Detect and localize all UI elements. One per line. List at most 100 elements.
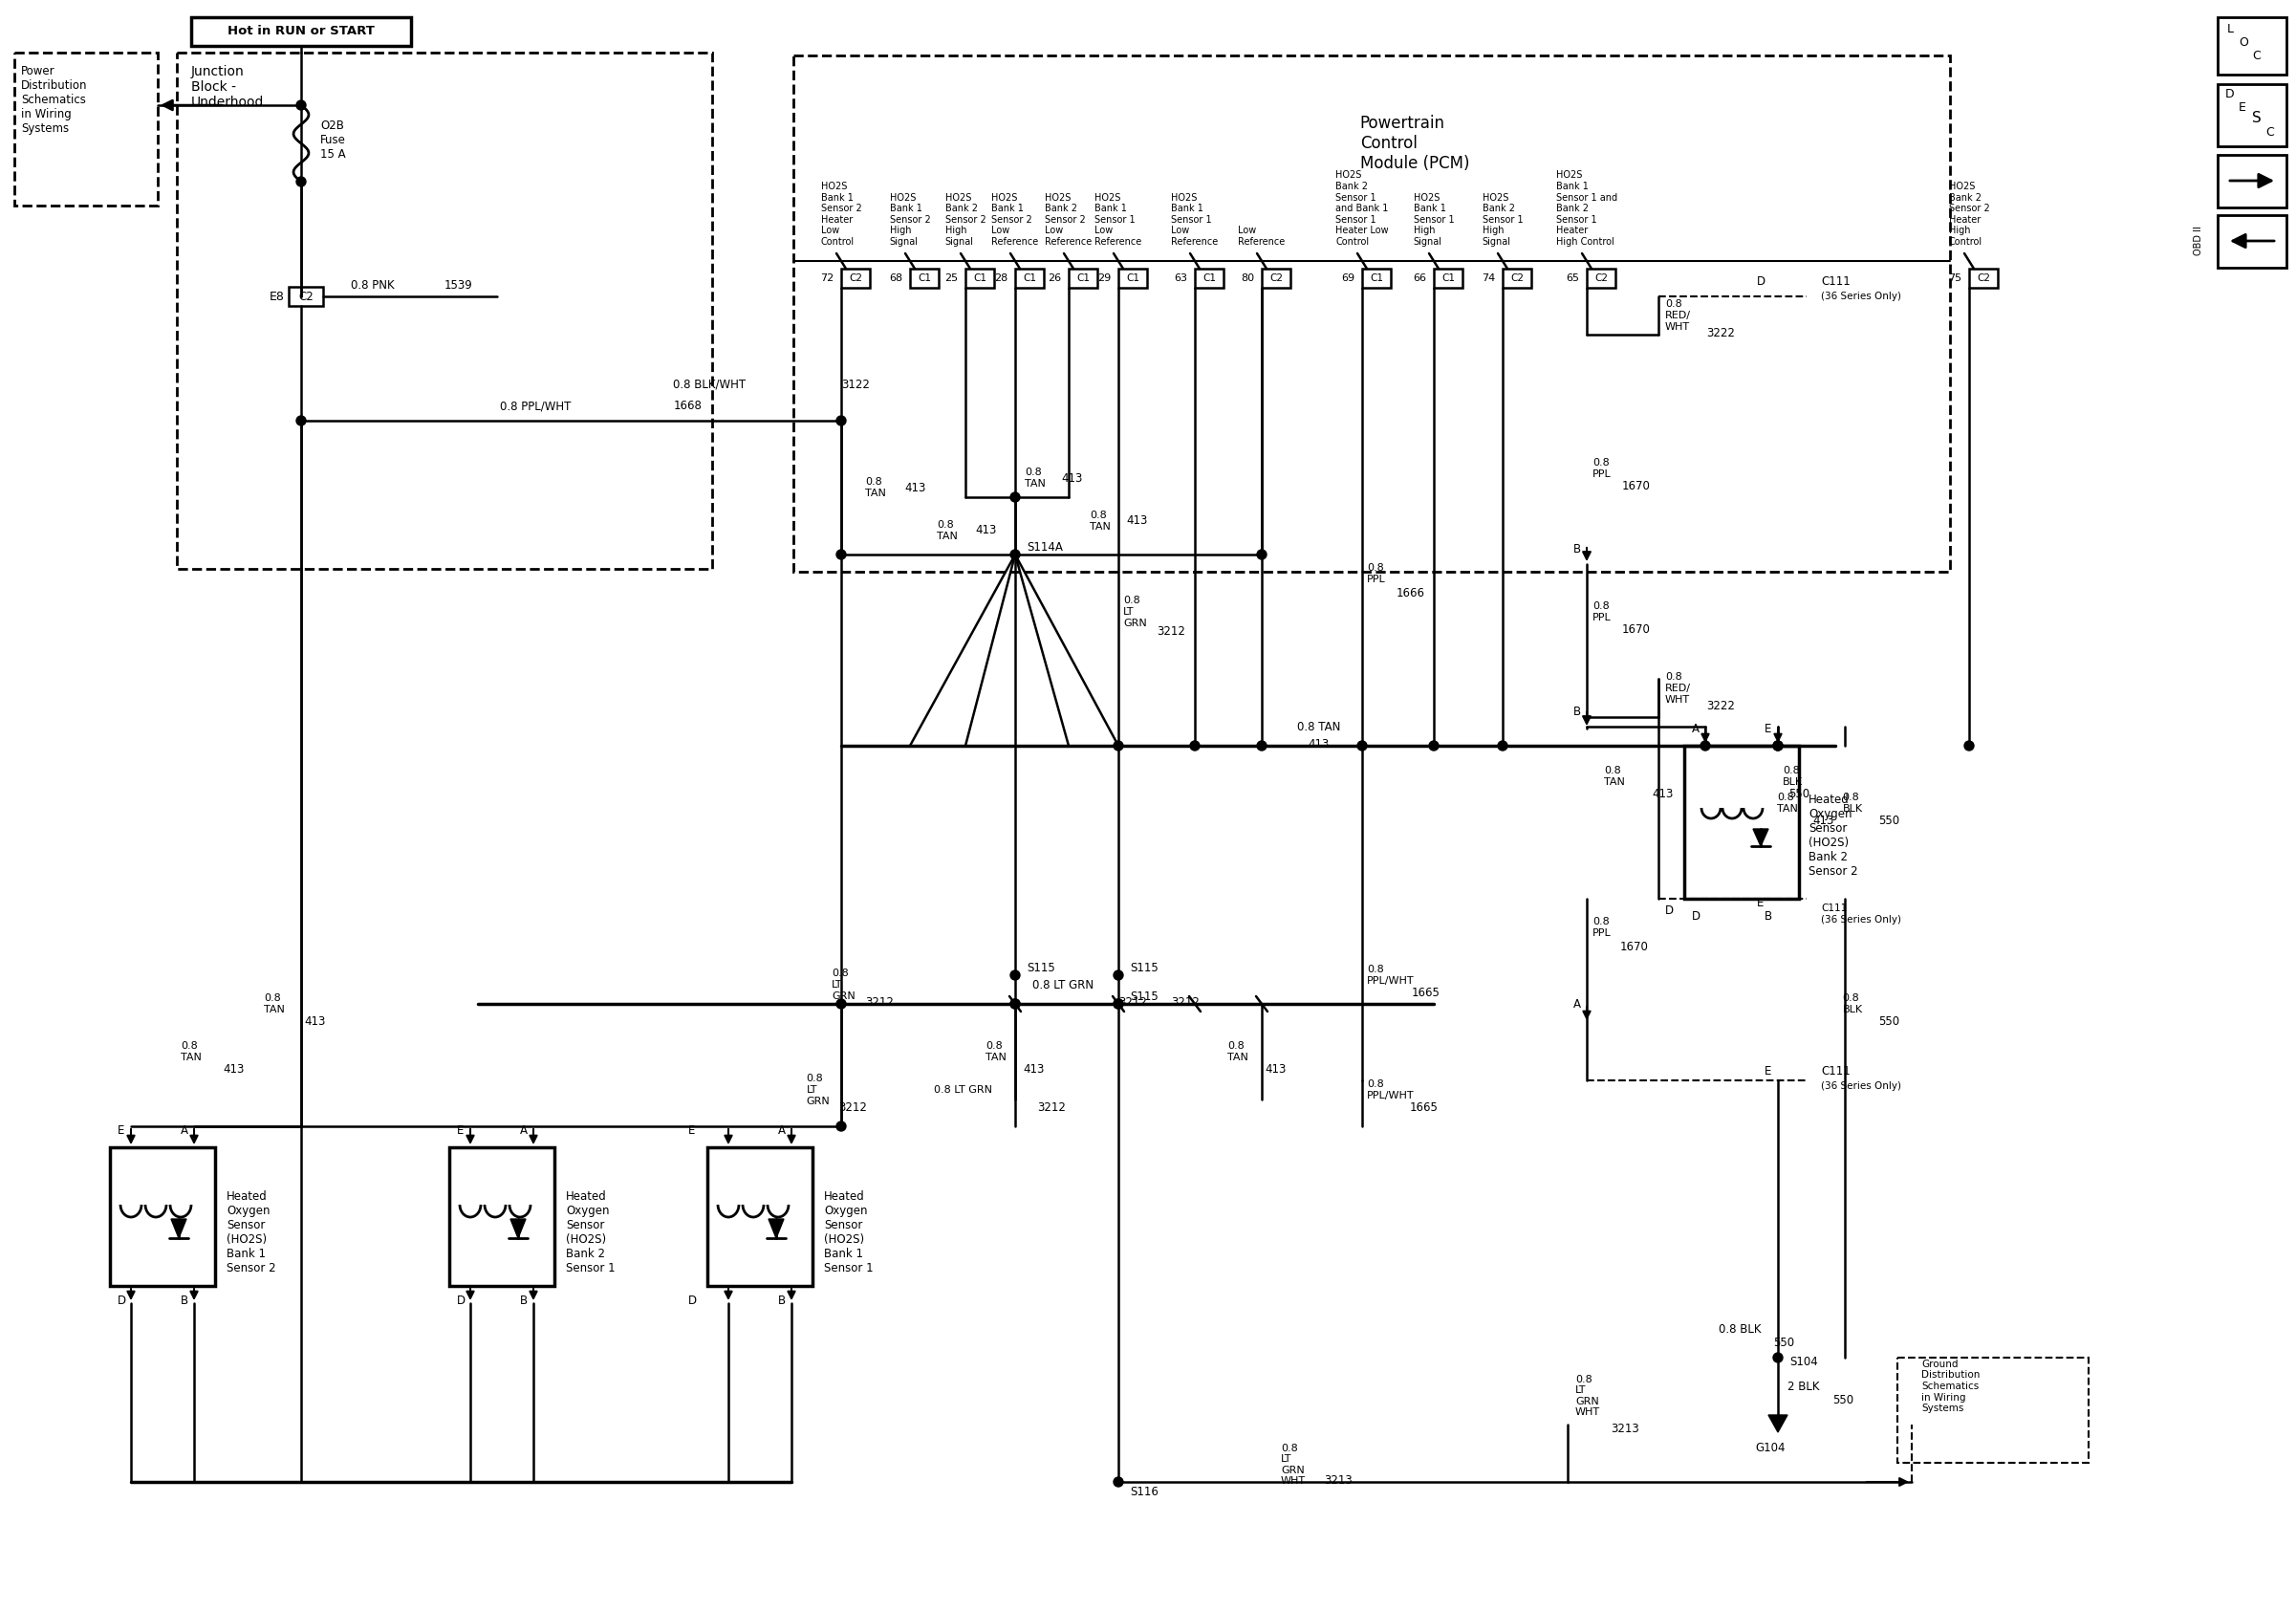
- Text: C2: C2: [1593, 274, 1607, 284]
- Bar: [1502, 269, 1531, 288]
- Text: 3213: 3213: [1612, 1423, 1639, 1435]
- Bar: [191, 18, 411, 45]
- Text: 550: 550: [1878, 1015, 1899, 1028]
- Bar: [707, 1147, 813, 1286]
- Text: 0.8
LT
GRN: 0.8 LT GRN: [806, 1075, 831, 1105]
- Text: (36 Series Only): (36 Series Only): [1821, 292, 1901, 301]
- Text: HO2S
Bank 1
Sensor 1
Low
Reference: HO2S Bank 1 Sensor 1 Low Reference: [1095, 193, 1141, 246]
- Circle shape: [1773, 1353, 1782, 1363]
- Text: C: C: [2252, 50, 2259, 61]
- Bar: [1970, 269, 1998, 288]
- Text: 0.8 PNK: 0.8 PNK: [351, 279, 395, 292]
- Text: C2: C2: [850, 274, 863, 284]
- Circle shape: [1010, 493, 1019, 503]
- Text: 3212: 3212: [866, 996, 893, 1008]
- Polygon shape: [769, 1220, 783, 1239]
- Text: 3122: 3122: [840, 379, 870, 390]
- Text: O: O: [2239, 35, 2248, 48]
- Text: 0.8 PPL/WHT: 0.8 PPL/WHT: [501, 400, 572, 412]
- Text: C1: C1: [1203, 274, 1217, 284]
- Text: 3212: 3212: [838, 1100, 868, 1113]
- Circle shape: [296, 416, 305, 425]
- Text: A: A: [181, 1124, 188, 1136]
- Text: O2B
Fuse
15 A: O2B Fuse 15 A: [319, 119, 347, 161]
- Text: B: B: [519, 1295, 528, 1308]
- Text: 1539: 1539: [445, 279, 473, 292]
- Text: Heated
Oxygen
Sensor
(HO2S)
Bank 2
Sensor 1: Heated Oxygen Sensor (HO2S) Bank 2 Senso…: [565, 1191, 615, 1274]
- Text: E: E: [689, 1124, 696, 1136]
- Text: 0.8
TAN: 0.8 TAN: [1228, 1041, 1249, 1062]
- Text: 25: 25: [944, 274, 957, 284]
- Circle shape: [1010, 999, 1019, 1008]
- Text: C1: C1: [1022, 274, 1035, 284]
- Text: S: S: [2252, 111, 2262, 126]
- Text: 1670: 1670: [1623, 623, 1651, 635]
- Circle shape: [1701, 741, 1711, 751]
- Bar: [14, 53, 158, 206]
- Text: HO2S
Bank 2
Sensor 1
High
Signal: HO2S Bank 2 Sensor 1 High Signal: [1483, 193, 1522, 246]
- Circle shape: [1357, 741, 1366, 751]
- Text: 413: 413: [976, 525, 996, 536]
- Circle shape: [1010, 970, 1019, 979]
- Text: 3212: 3212: [1118, 996, 1148, 1008]
- Bar: [1015, 269, 1045, 288]
- Text: B: B: [181, 1295, 188, 1308]
- Circle shape: [1497, 741, 1508, 751]
- Text: Heated
Oxygen
Sensor
(HO2S)
Bank 1
Sensor 2: Heated Oxygen Sensor (HO2S) Bank 1 Senso…: [227, 1191, 276, 1274]
- Text: A: A: [778, 1124, 785, 1136]
- Text: S114A: S114A: [1026, 541, 1063, 553]
- Text: B: B: [778, 1295, 785, 1308]
- Text: C2: C2: [1511, 274, 1525, 284]
- Text: (36 Series Only): (36 Series Only): [1821, 1081, 1901, 1091]
- Text: 65: 65: [1566, 274, 1580, 284]
- Text: D: D: [2225, 87, 2234, 100]
- Text: C111: C111: [1821, 275, 1851, 288]
- Bar: [1433, 269, 1463, 288]
- Circle shape: [1010, 999, 1019, 1008]
- Text: 0.8
PPL: 0.8 PPL: [1593, 917, 1612, 938]
- Text: 413: 413: [223, 1063, 246, 1075]
- Text: 1670: 1670: [1621, 941, 1649, 952]
- Text: 413: 413: [1265, 1063, 1286, 1075]
- Text: 413: 413: [905, 482, 925, 495]
- Text: 550: 550: [1773, 1337, 1793, 1350]
- Text: 2 BLK: 2 BLK: [1789, 1381, 1818, 1392]
- Text: 0.8
TAN: 0.8 TAN: [1605, 765, 1626, 786]
- Text: HO2S
Bank 2
Sensor 1
and Bank 1
Sensor 1
Heater Low
Control: HO2S Bank 2 Sensor 1 and Bank 1 Sensor 1…: [1336, 171, 1389, 246]
- Bar: [2218, 216, 2287, 267]
- Text: S115: S115: [1130, 962, 1157, 973]
- Text: 26: 26: [1047, 274, 1061, 284]
- Bar: [964, 269, 994, 288]
- Circle shape: [1189, 741, 1199, 751]
- Text: 0.8
LT
GRN: 0.8 LT GRN: [831, 968, 856, 1000]
- Text: 1668: 1668: [675, 400, 703, 412]
- Bar: [2218, 155, 2287, 208]
- Bar: [1896, 1358, 2089, 1463]
- Text: 74: 74: [1481, 274, 1495, 284]
- Text: E: E: [2239, 101, 2245, 113]
- Text: 3213: 3213: [1325, 1474, 1352, 1487]
- Text: 0.8
TAN: 0.8 TAN: [866, 477, 886, 498]
- Circle shape: [1965, 741, 1975, 751]
- Circle shape: [836, 1121, 845, 1131]
- Bar: [177, 53, 712, 569]
- Text: HO2S
Bank 1
Sensor 1
Low
Reference: HO2S Bank 1 Sensor 1 Low Reference: [1171, 193, 1219, 246]
- Text: Ground
Distribution
Schematics
in Wiring
Systems: Ground Distribution Schematics in Wiring…: [1922, 1360, 1979, 1413]
- Text: S115: S115: [1130, 991, 1157, 1002]
- Text: 0.8
TAN: 0.8 TAN: [1091, 511, 1111, 532]
- Text: 1670: 1670: [1623, 480, 1651, 491]
- Text: D: D: [689, 1295, 696, 1308]
- Bar: [1362, 269, 1391, 288]
- Text: 3212: 3212: [1038, 1100, 1065, 1113]
- Text: 413: 413: [1309, 738, 1329, 751]
- Bar: [1118, 269, 1148, 288]
- Text: L: L: [2227, 23, 2234, 35]
- Text: 68: 68: [889, 274, 902, 284]
- Text: 0.8
PPL: 0.8 PPL: [1593, 601, 1612, 622]
- Text: C2: C2: [298, 290, 315, 303]
- Text: 0.8
TAN: 0.8 TAN: [1777, 793, 1798, 814]
- Text: 550: 550: [1832, 1395, 1853, 1406]
- Bar: [1194, 269, 1224, 288]
- Text: C111
(36 Series Only): C111 (36 Series Only): [1821, 904, 1901, 925]
- Text: 0.8
PPL: 0.8 PPL: [1366, 564, 1387, 583]
